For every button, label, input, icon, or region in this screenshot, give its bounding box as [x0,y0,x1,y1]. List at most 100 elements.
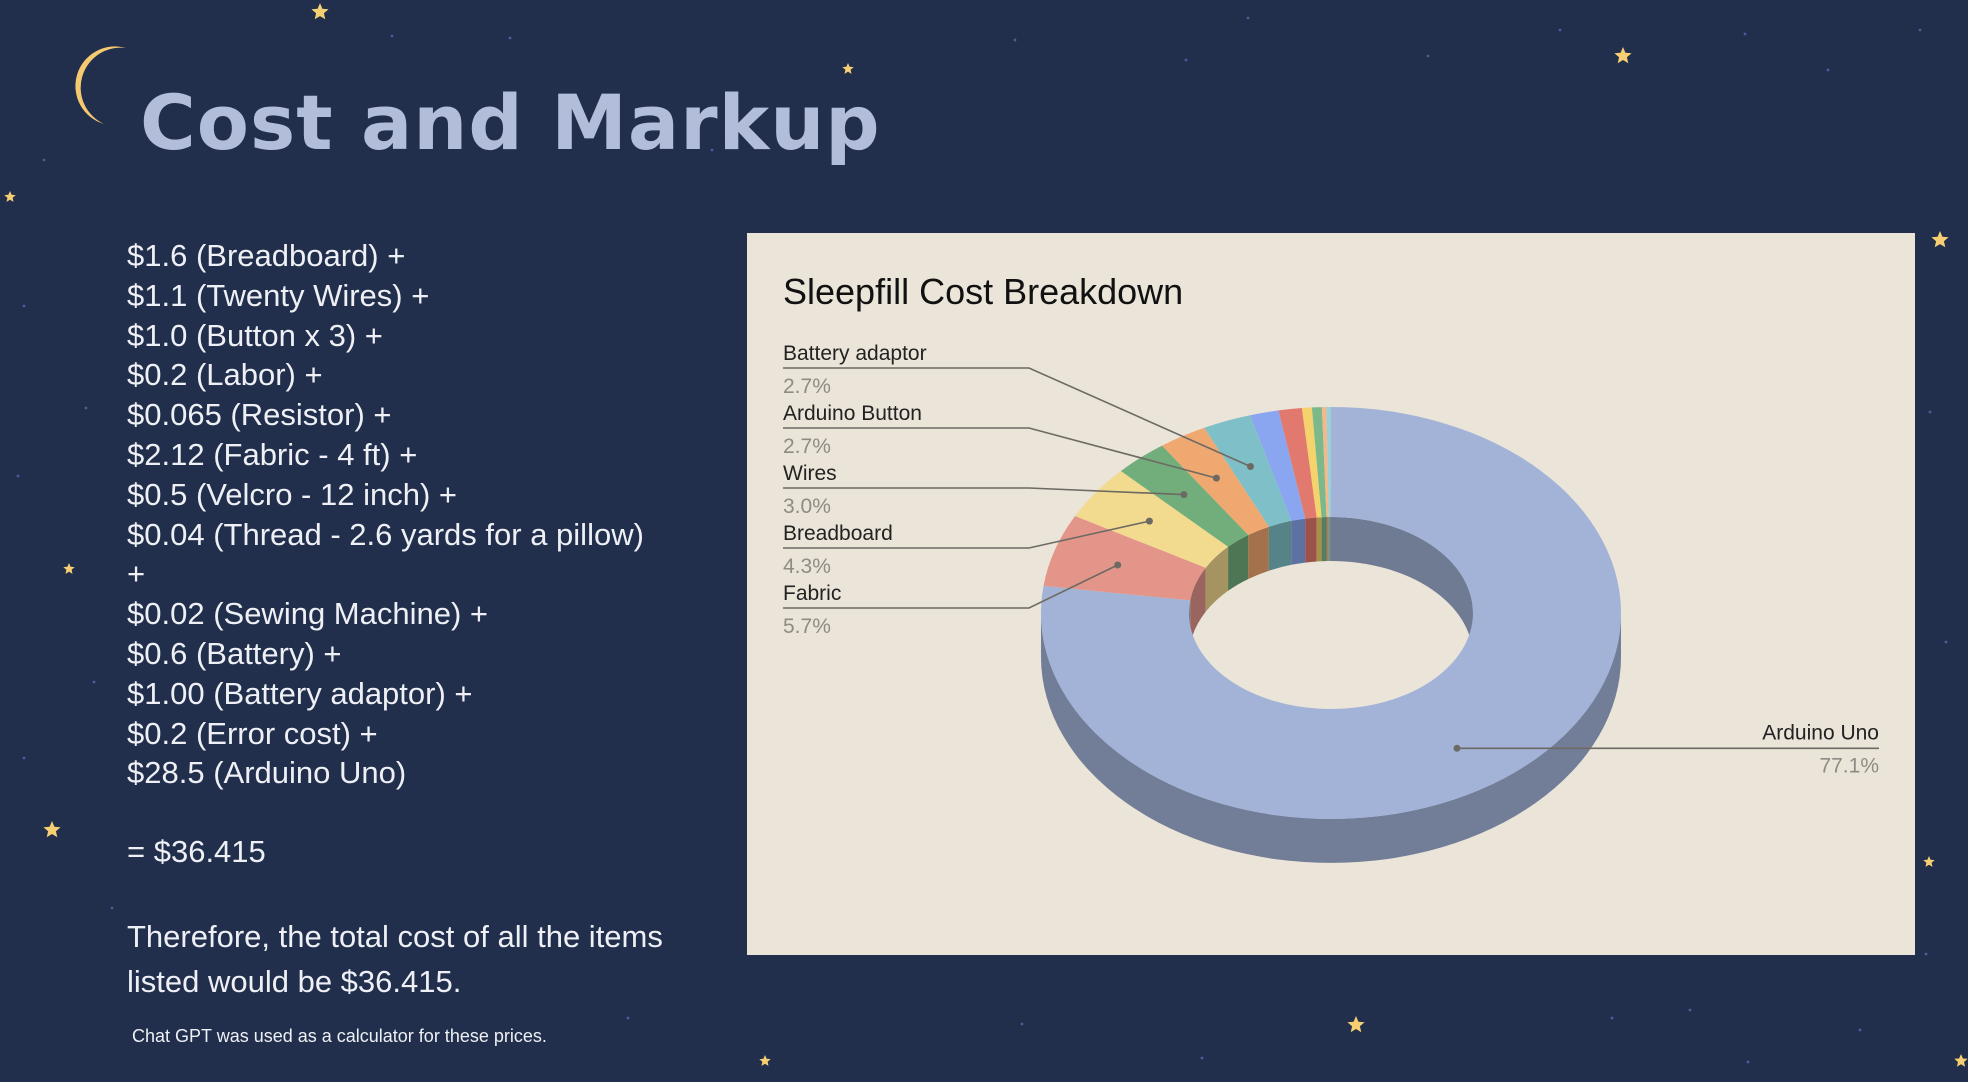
star-dot [390,34,394,38]
cost-item: $1.6 (Breadboard) + [127,238,406,273]
cost-item: $0.2 (Labor) + [127,357,323,393]
donut-inner-side [1316,517,1322,562]
label-anchor-dot [1180,491,1188,499]
donut-slice [1326,406,1331,517]
star-icon [842,63,854,74]
star-icon [1614,47,1632,64]
star-icon [4,191,16,202]
slide-title: Cost and Markup [140,78,881,167]
star-dot [1746,1060,1750,1064]
star-dot [1426,54,1430,58]
star-icon [1954,1054,1968,1067]
slice-label: Arduino Uno [1762,721,1879,744]
star-dot [1688,1008,1692,1012]
star-dot [92,680,96,684]
cost-item: $2.12 (Fabric - 4 ft) + [127,436,418,472]
star-dot [1020,1022,1024,1026]
slice-percent: 2.7% [783,375,831,398]
donut-slice [1278,408,1317,519]
slice-label: Battery adaptor [783,342,927,365]
label-leader-line [783,487,1184,496]
star-icon [63,563,75,574]
slice-percent: 2.7% [783,435,831,458]
star-icon [1923,856,1935,867]
slice-percent: 77.1% [1819,754,1879,777]
cost-item: $0.02 (Sewing Machine) + [127,596,489,632]
slice-label: Arduino Button [783,402,922,425]
star-dot [1826,68,1830,72]
donut-inner-side [1228,535,1249,591]
slice-label: Fabric [783,582,841,605]
donut-slice [1040,407,1621,819]
star-dot [508,36,512,40]
star-dot [1924,952,1928,956]
slice-label: Breadboard [783,522,893,545]
star-dot [42,158,46,162]
label-anchor-dot [1212,474,1220,482]
star-dot [626,1016,630,1020]
chart-title: Sleepfill Cost Breakdown [783,271,1183,312]
donut-outer-side [1041,613,1621,863]
star-icon [759,1055,771,1066]
star-dot [1743,32,1747,36]
star-dot [1610,1016,1614,1020]
cost-item: $0.04 (Thread - 2.6 yards for a pillow) … [127,516,644,592]
footnote: Chat GPT was used as a calculator for th… [132,1026,547,1046]
cost-item: $1.0 (Button x 3) + [127,317,383,353]
donut-slice [1301,407,1322,518]
star-dot [84,406,88,410]
cost-list: $1.6 (Breadboard) + $1.1 (Twenty Wires) … [127,236,657,793]
cost-breakdown-donut-chart: Sleepfill Cost Breakdown Battery adaptor… [783,271,1879,863]
label-leader-line [783,367,1251,468]
star-dot [22,756,26,760]
cost-item: $0.065 (Resistor) + [127,397,392,433]
star-dot [1246,16,1250,20]
star-icon [311,3,329,20]
donut-slice [1311,407,1327,518]
label-leader-line [783,520,1150,549]
donut-slice [1321,407,1329,517]
donut-inner-side [1326,516,1329,561]
star-icon [1347,1016,1365,1033]
slice-percent: 5.7% [783,615,831,638]
cost-item: $1.1 (Twenty Wires) + [127,277,430,313]
donut-inner-side [1331,517,1473,657]
slice-percent: 4.3% [783,555,831,578]
donut-inner-side [1268,520,1292,571]
star-icon [43,821,61,838]
star-dot [1184,58,1188,62]
label-leader-line [783,427,1217,479]
star-dot [110,906,114,910]
slice-label: Wires [783,462,837,485]
cost-item: $28.5 (Arduino Uno) [127,755,407,791]
chart-card: Sleepfill Cost Breakdown Battery adaptor… [747,233,1915,955]
star-dot [1200,1056,1204,1060]
label-leader-line [783,564,1119,609]
summary-text: Therefore, the total cost of all the ite… [127,919,663,999]
donut-inner-side [1248,526,1269,579]
donut-slice [1204,415,1292,527]
donut-inner-side [1328,516,1331,561]
star-icon [1931,231,1949,248]
star-dot [1858,1028,1862,1032]
cost-item: $1.00 (Battery adaptor) + [127,675,473,711]
label-anchor-dot [1247,463,1254,470]
star-dot [22,304,26,308]
crescent-moon-icon [75,46,126,125]
donut-inner-side [1205,546,1229,612]
donut-inner-side [1305,517,1317,563]
slice-percent: 3.0% [783,495,831,518]
cost-item: $0.5 (Velcro - 12 inch) + [127,476,457,512]
cost-item: $0.2 (Error cost) + [127,715,378,751]
star-dot [1944,640,1948,644]
star-dot [1918,28,1922,32]
donut-slice [1043,516,1206,601]
star-dot [710,148,714,152]
donut-slice [1250,410,1306,521]
star-dot [1928,410,1932,414]
label-anchor-dot [1453,744,1461,752]
total-cost: = $36.415 [127,834,266,869]
donut-inner-side [1190,567,1206,645]
cost-item: $0.6 (Battery) + [127,635,342,671]
